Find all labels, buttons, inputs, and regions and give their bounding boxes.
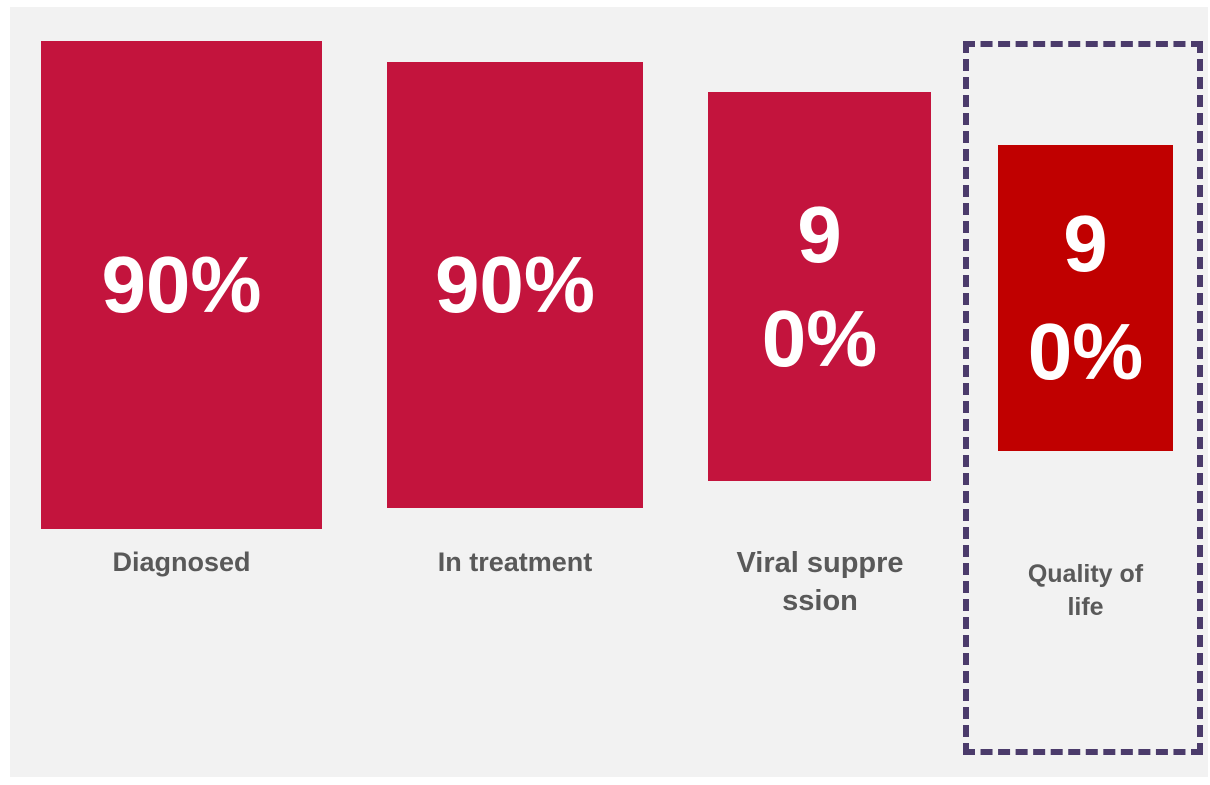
label-in-treatment: In treatment (437, 547, 593, 577)
bar-viral-suppression: 90% (708, 92, 931, 481)
bar-in-treatment: 90% (387, 62, 643, 508)
bar-viral-suppression-value: 90% (761, 189, 878, 383)
bar-diagnosed: 90% (41, 41, 322, 529)
label-diagnosed: Diagnosed (112, 547, 251, 577)
bar-in-treatment-value: 90% (434, 240, 596, 329)
highlight-dashed-border (963, 41, 1203, 755)
label-viral-suppression: Viral suppression (736, 547, 904, 617)
label-quality-of-life: Quality of life (1027, 560, 1144, 621)
bar-diagnosed-value: 90% (101, 240, 262, 329)
bar-quality-of-life-value: 90% (1027, 199, 1144, 396)
bar-quality-of-life: 90% (998, 145, 1173, 451)
